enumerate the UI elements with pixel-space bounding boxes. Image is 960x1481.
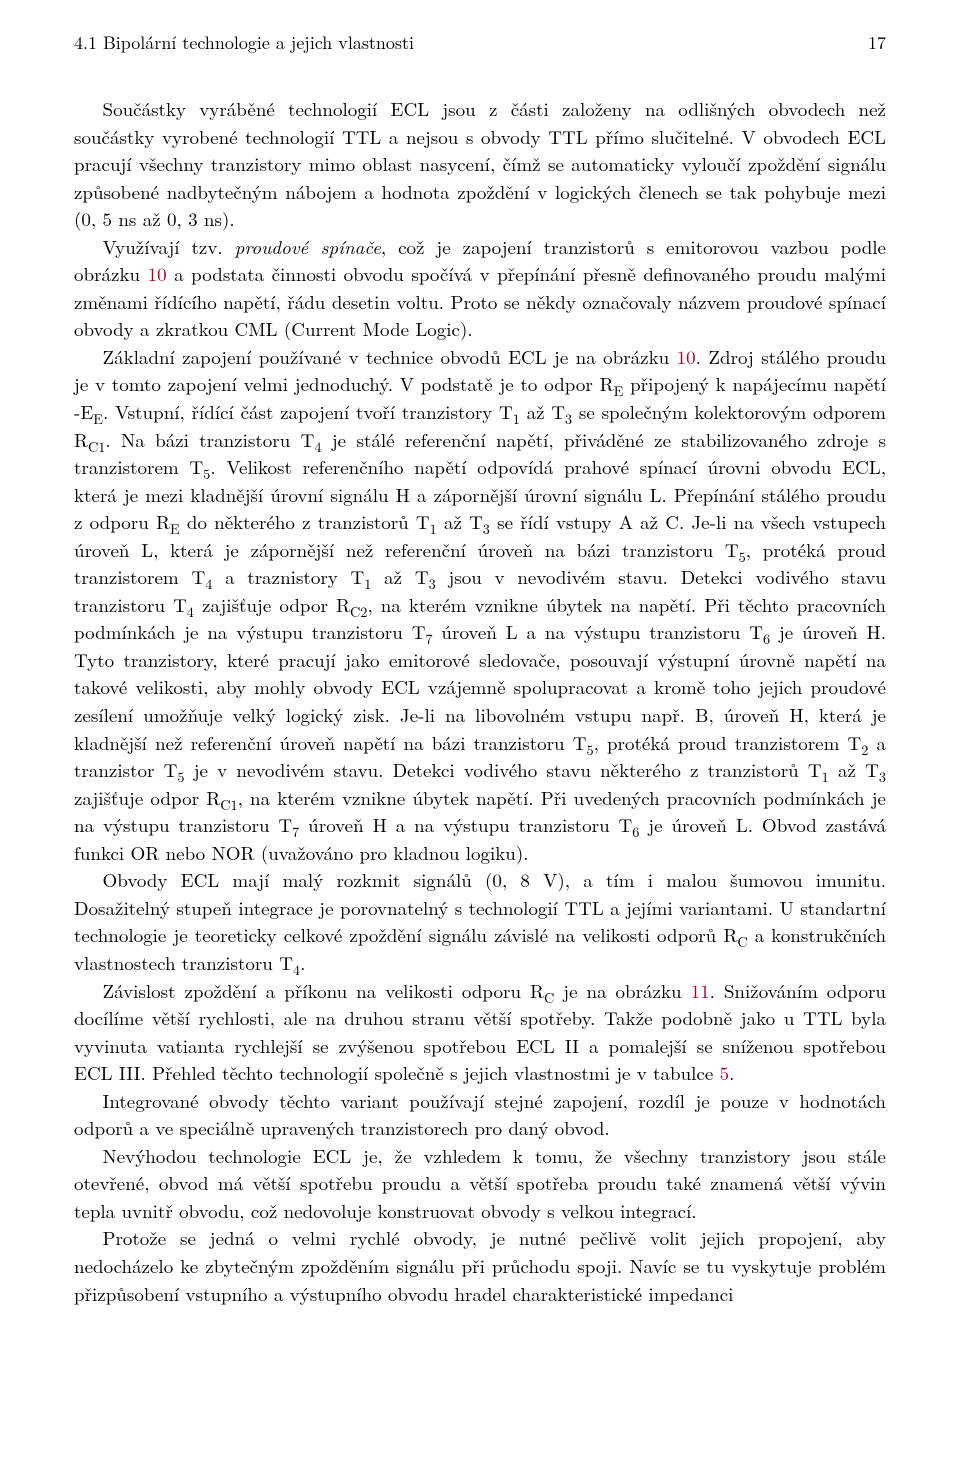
text: až T bbox=[437, 508, 483, 535]
text: a traznistory T bbox=[212, 563, 364, 590]
text: Nevýhodou technologie ECL je, že vzhlede… bbox=[74, 1142, 886, 1224]
ref-link[interactable]: 10 bbox=[148, 260, 167, 287]
text: do některého z tranzistorů T bbox=[180, 508, 430, 535]
paragraph-7: Nevýhodou technologie ECL je, že vzhlede… bbox=[74, 1142, 886, 1225]
text: , protéká proud tranzistorem T bbox=[594, 729, 862, 756]
paragraph-6: Integrované obvody těchto variant použív… bbox=[74, 1087, 886, 1142]
page: 4.1 Bipolární technologie a jejich vlast… bbox=[0, 0, 960, 1327]
text: Využívají tzv. bbox=[103, 233, 235, 260]
text-emph: proudové spínače bbox=[235, 233, 381, 260]
text: úroveň L a na výstupu tranzistoru T bbox=[433, 618, 763, 645]
paragraph-1: Součástky vyráběné technologií ECL jsou … bbox=[74, 95, 886, 233]
text: a podstata činnosti obvodu spočívá v pře… bbox=[74, 260, 886, 342]
text: Protože se jedná o velmi rychlé obvody, … bbox=[74, 1224, 886, 1306]
text: . bbox=[729, 1059, 734, 1086]
text: Integrované obvody těchto variant použív… bbox=[74, 1087, 886, 1142]
paragraph-3: Základní zapojení používané v technice o… bbox=[74, 343, 886, 866]
running-header: 4.1 Bipolární technologie a jejich vlast… bbox=[74, 30, 886, 55]
paragraph-2: Využívají tzv. proudové spínače, což je … bbox=[74, 233, 886, 343]
subscript: E bbox=[93, 409, 103, 429]
text: Součástky vyráběné technologií ECL jsou … bbox=[74, 95, 886, 232]
paragraph-4: Obvody ECL mají malý rozkmit signálů (0,… bbox=[74, 866, 886, 976]
paragraph-5: Závislost zpoždění a příkonu na velikost… bbox=[74, 977, 886, 1087]
text: je v nevodivém stavu. Detekci vodivého s… bbox=[185, 756, 822, 783]
text: až T bbox=[829, 756, 879, 783]
text: . Vstupní, řídící část zapojení tvoří tr… bbox=[103, 398, 513, 425]
ref-link[interactable]: 5 bbox=[720, 1059, 730, 1086]
text: . bbox=[300, 949, 305, 976]
text: až T bbox=[520, 398, 565, 425]
ref-link[interactable]: 10 bbox=[677, 343, 696, 370]
text: úroveň H a na výstupu tranzistoru T bbox=[299, 811, 632, 838]
paragraph-8: Protože se jedná o velmi rychlé obvody, … bbox=[74, 1224, 886, 1307]
text: . Na bázi tranzistoru T bbox=[105, 426, 314, 453]
ref-link[interactable]: 11 bbox=[691, 977, 710, 1004]
text: zajišťuje odpor R bbox=[194, 591, 350, 618]
text: je na obrázku bbox=[554, 977, 690, 1004]
text: až T bbox=[371, 563, 428, 590]
header-page-number: 17 bbox=[868, 30, 886, 55]
text: Základní zapojení používané v technice o… bbox=[103, 343, 677, 370]
text: Závislost zpoždění a příkonu na velikost… bbox=[103, 977, 545, 1004]
subscript: C bbox=[737, 932, 747, 952]
header-section: 4.1 Bipolární technologie a jejich vlast… bbox=[74, 30, 414, 55]
text: zajišťuje odpor R bbox=[74, 784, 220, 811]
